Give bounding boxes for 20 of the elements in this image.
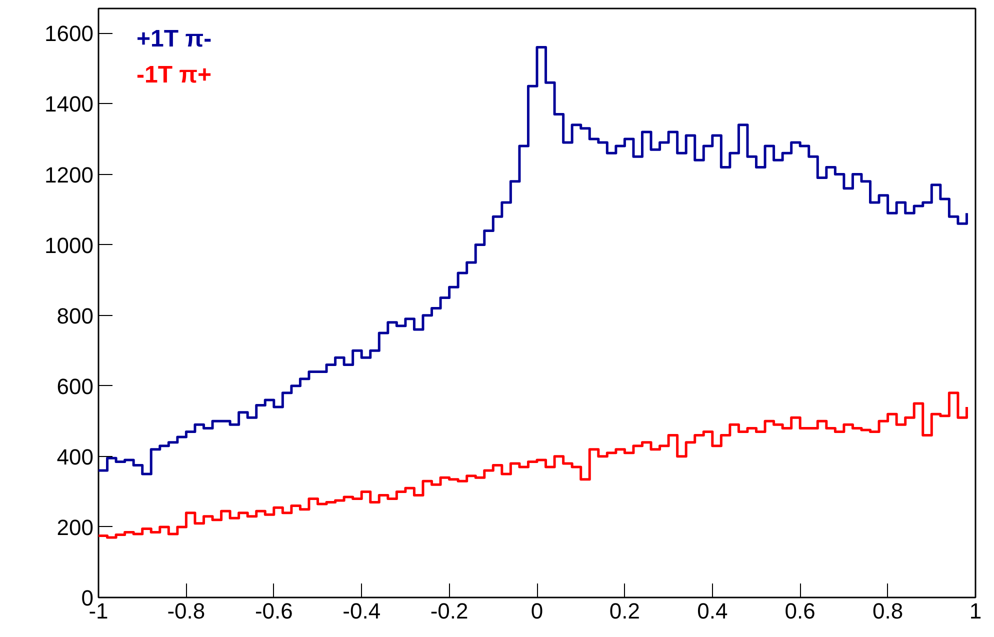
x-tick-label: -0.4 [342, 598, 381, 624]
x-tick-label: -0.8 [167, 598, 206, 624]
x-tick-label: 0 [530, 598, 544, 624]
y-tick-label: 200 [56, 514, 94, 540]
y-tick-label: 1600 [44, 21, 94, 46]
y-tick-label: 600 [56, 374, 94, 399]
y-tick-label: 1400 [44, 92, 94, 117]
text: -1T π+ [136, 62, 212, 88]
y-tick-label: 400 [56, 444, 94, 470]
y-tick-label: 1000 [44, 232, 94, 258]
y-tick-label: 800 [56, 303, 94, 328]
x-tick-label: 1 [969, 598, 982, 624]
x-tick-label: 0.2 [609, 598, 640, 624]
x-tick-label: -0.2 [430, 598, 468, 624]
text: +1T π- [136, 26, 212, 52]
x-tick-label: -0.6 [254, 598, 293, 624]
x-tick-label: 0.8 [872, 598, 904, 624]
x-tick-label: 0.4 [697, 598, 728, 624]
x-tick-label: 0.6 [784, 598, 816, 624]
y-tick-label: 1200 [44, 162, 94, 188]
